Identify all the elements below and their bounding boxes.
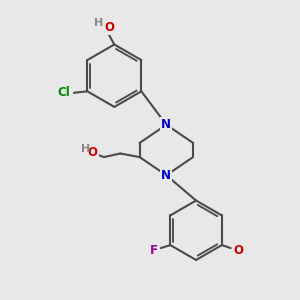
Text: N: N — [161, 118, 171, 131]
Text: F: F — [150, 244, 158, 257]
Text: O: O — [233, 244, 243, 257]
Text: H: H — [94, 18, 104, 28]
Text: H: H — [82, 144, 91, 154]
Text: O: O — [105, 21, 115, 34]
Text: N: N — [161, 169, 171, 182]
Text: O: O — [88, 146, 98, 159]
Text: Cl: Cl — [58, 86, 70, 99]
